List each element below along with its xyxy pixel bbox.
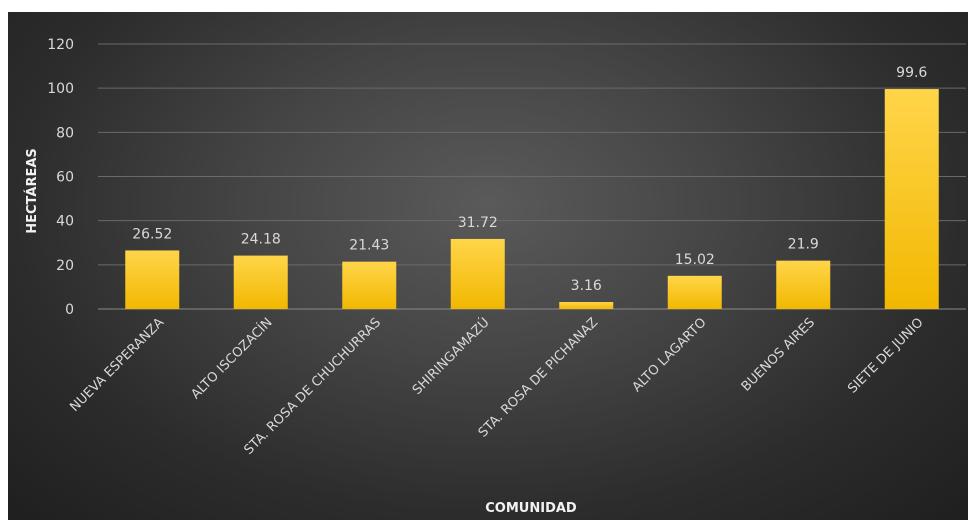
data-label: 99.6 bbox=[896, 65, 927, 81]
x-category-label: NUEVA ESPERANZA bbox=[67, 315, 167, 415]
x-category-label: SIETE DE JUNIO bbox=[845, 315, 926, 396]
data-label: 21.9 bbox=[788, 237, 819, 253]
bar bbox=[559, 302, 614, 309]
x-category-label: SHIRINGAMAZÚ bbox=[409, 315, 492, 398]
data-label: 24.18 bbox=[241, 232, 281, 248]
x-axis-title: COMUNIDAD bbox=[485, 501, 577, 516]
x-category-label: ALTO ISCOZACÍN bbox=[188, 315, 276, 403]
data-label: 26.52 bbox=[132, 226, 172, 242]
x-category-label: STA. ROSA DE PICHANAZ bbox=[476, 315, 601, 440]
y-tick-label: 0 bbox=[65, 302, 74, 318]
y-tick-label: 40 bbox=[56, 214, 74, 230]
chart-frame: 0 20 40 60 80 100 120 26.52 24.18 21.43 31.72 3.16… bbox=[8, 12, 968, 520]
data-labels: 26.52 24.18 21.43 31.72 3.16 15.02 21.9 99.6 bbox=[132, 65, 927, 294]
data-label: 21.43 bbox=[349, 238, 389, 254]
bar bbox=[776, 260, 831, 309]
y-tick-label: 100 bbox=[47, 81, 74, 97]
bar bbox=[342, 261, 397, 309]
bar bbox=[884, 89, 939, 309]
y-tick-label: 120 bbox=[47, 37, 74, 53]
x-category-label: BUENOS AIRES bbox=[739, 315, 818, 394]
y-axis-ticks: 0 20 40 60 80 100 120 bbox=[47, 37, 74, 318]
bar bbox=[125, 250, 180, 309]
bar-chart: 0 20 40 60 80 100 120 26.52 24.18 21.43 31.72 3.16… bbox=[24, 37, 966, 516]
bar bbox=[233, 255, 288, 309]
x-category-label: ALTO LAGARTO bbox=[630, 315, 710, 395]
bars bbox=[125, 89, 939, 309]
y-tick-label: 80 bbox=[56, 125, 74, 141]
gridlines bbox=[98, 43, 966, 310]
data-label: 31.72 bbox=[458, 215, 498, 231]
y-axis-title: HECTÁREAS bbox=[24, 148, 40, 234]
x-axis-categories: NUEVA ESPERANZA ALTO ISCOZACÍN STA. ROSA D… bbox=[67, 315, 926, 458]
data-label: 15.02 bbox=[675, 252, 715, 268]
bar bbox=[450, 238, 505, 309]
y-tick-label: 60 bbox=[56, 170, 74, 186]
data-label: 3.16 bbox=[571, 278, 602, 294]
y-tick-label: 20 bbox=[56, 258, 74, 274]
bar bbox=[667, 275, 722, 309]
